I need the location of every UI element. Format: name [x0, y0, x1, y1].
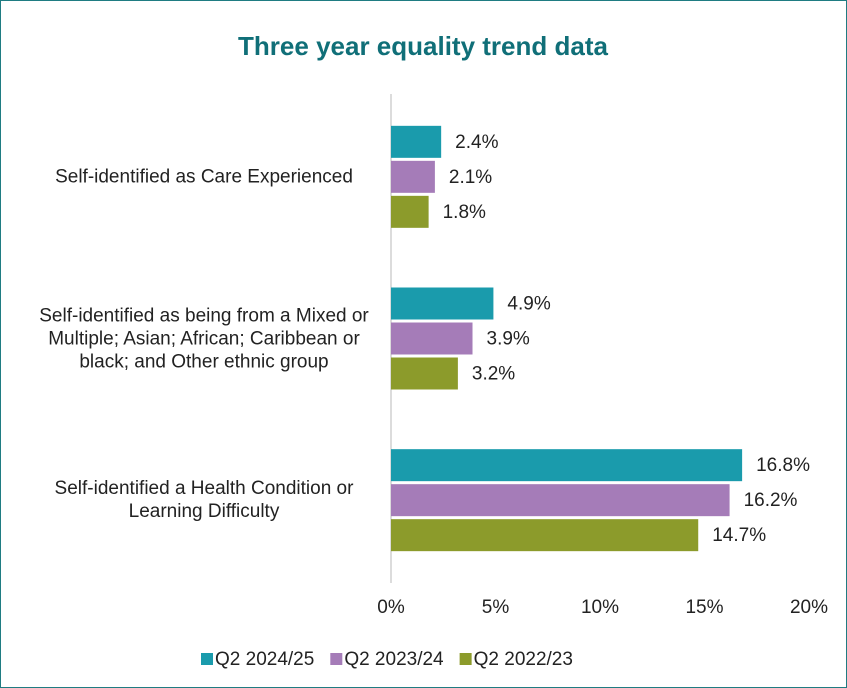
legend-swatch [330, 653, 343, 665]
bar [391, 322, 473, 355]
bar [391, 287, 494, 320]
bar [391, 195, 429, 228]
x-tick-label: 10% [581, 597, 619, 618]
value-label: 1.8% [443, 202, 486, 223]
value-label: 2.1% [449, 167, 492, 188]
value-label: 14.7% [712, 525, 766, 546]
x-tick-label: 0% [377, 597, 405, 618]
value-label: 3.9% [487, 329, 530, 350]
value-label: 16.2% [744, 490, 798, 511]
bar [391, 484, 730, 517]
legend-swatch [459, 653, 472, 665]
x-tick-label: 5% [482, 597, 510, 618]
bar [391, 449, 743, 482]
legend-label: Q2 2023/24 [344, 649, 444, 670]
value-label: 16.8% [756, 455, 810, 476]
category-label: Self-identified as being from a Mixed or… [39, 305, 369, 372]
x-tick-label: 20% [790, 597, 828, 618]
bar [391, 125, 442, 158]
value-label: 2.4% [455, 132, 498, 153]
x-tick-label: 15% [685, 597, 723, 618]
legend-label: Q2 2024/25 [215, 649, 314, 670]
chart-title: Three year equality trend data [238, 31, 608, 61]
bar [391, 519, 699, 552]
legend-label: Q2 2022/23 [474, 649, 573, 670]
legend-swatch [201, 653, 213, 665]
value-label: 3.2% [472, 364, 515, 385]
bar [391, 160, 435, 193]
bar [391, 357, 458, 390]
value-label: 4.9% [507, 294, 550, 315]
category-label: Self-identified a Health Condition or Le… [54, 478, 354, 523]
category-label: Self-identified as Care Experienced [55, 166, 353, 188]
